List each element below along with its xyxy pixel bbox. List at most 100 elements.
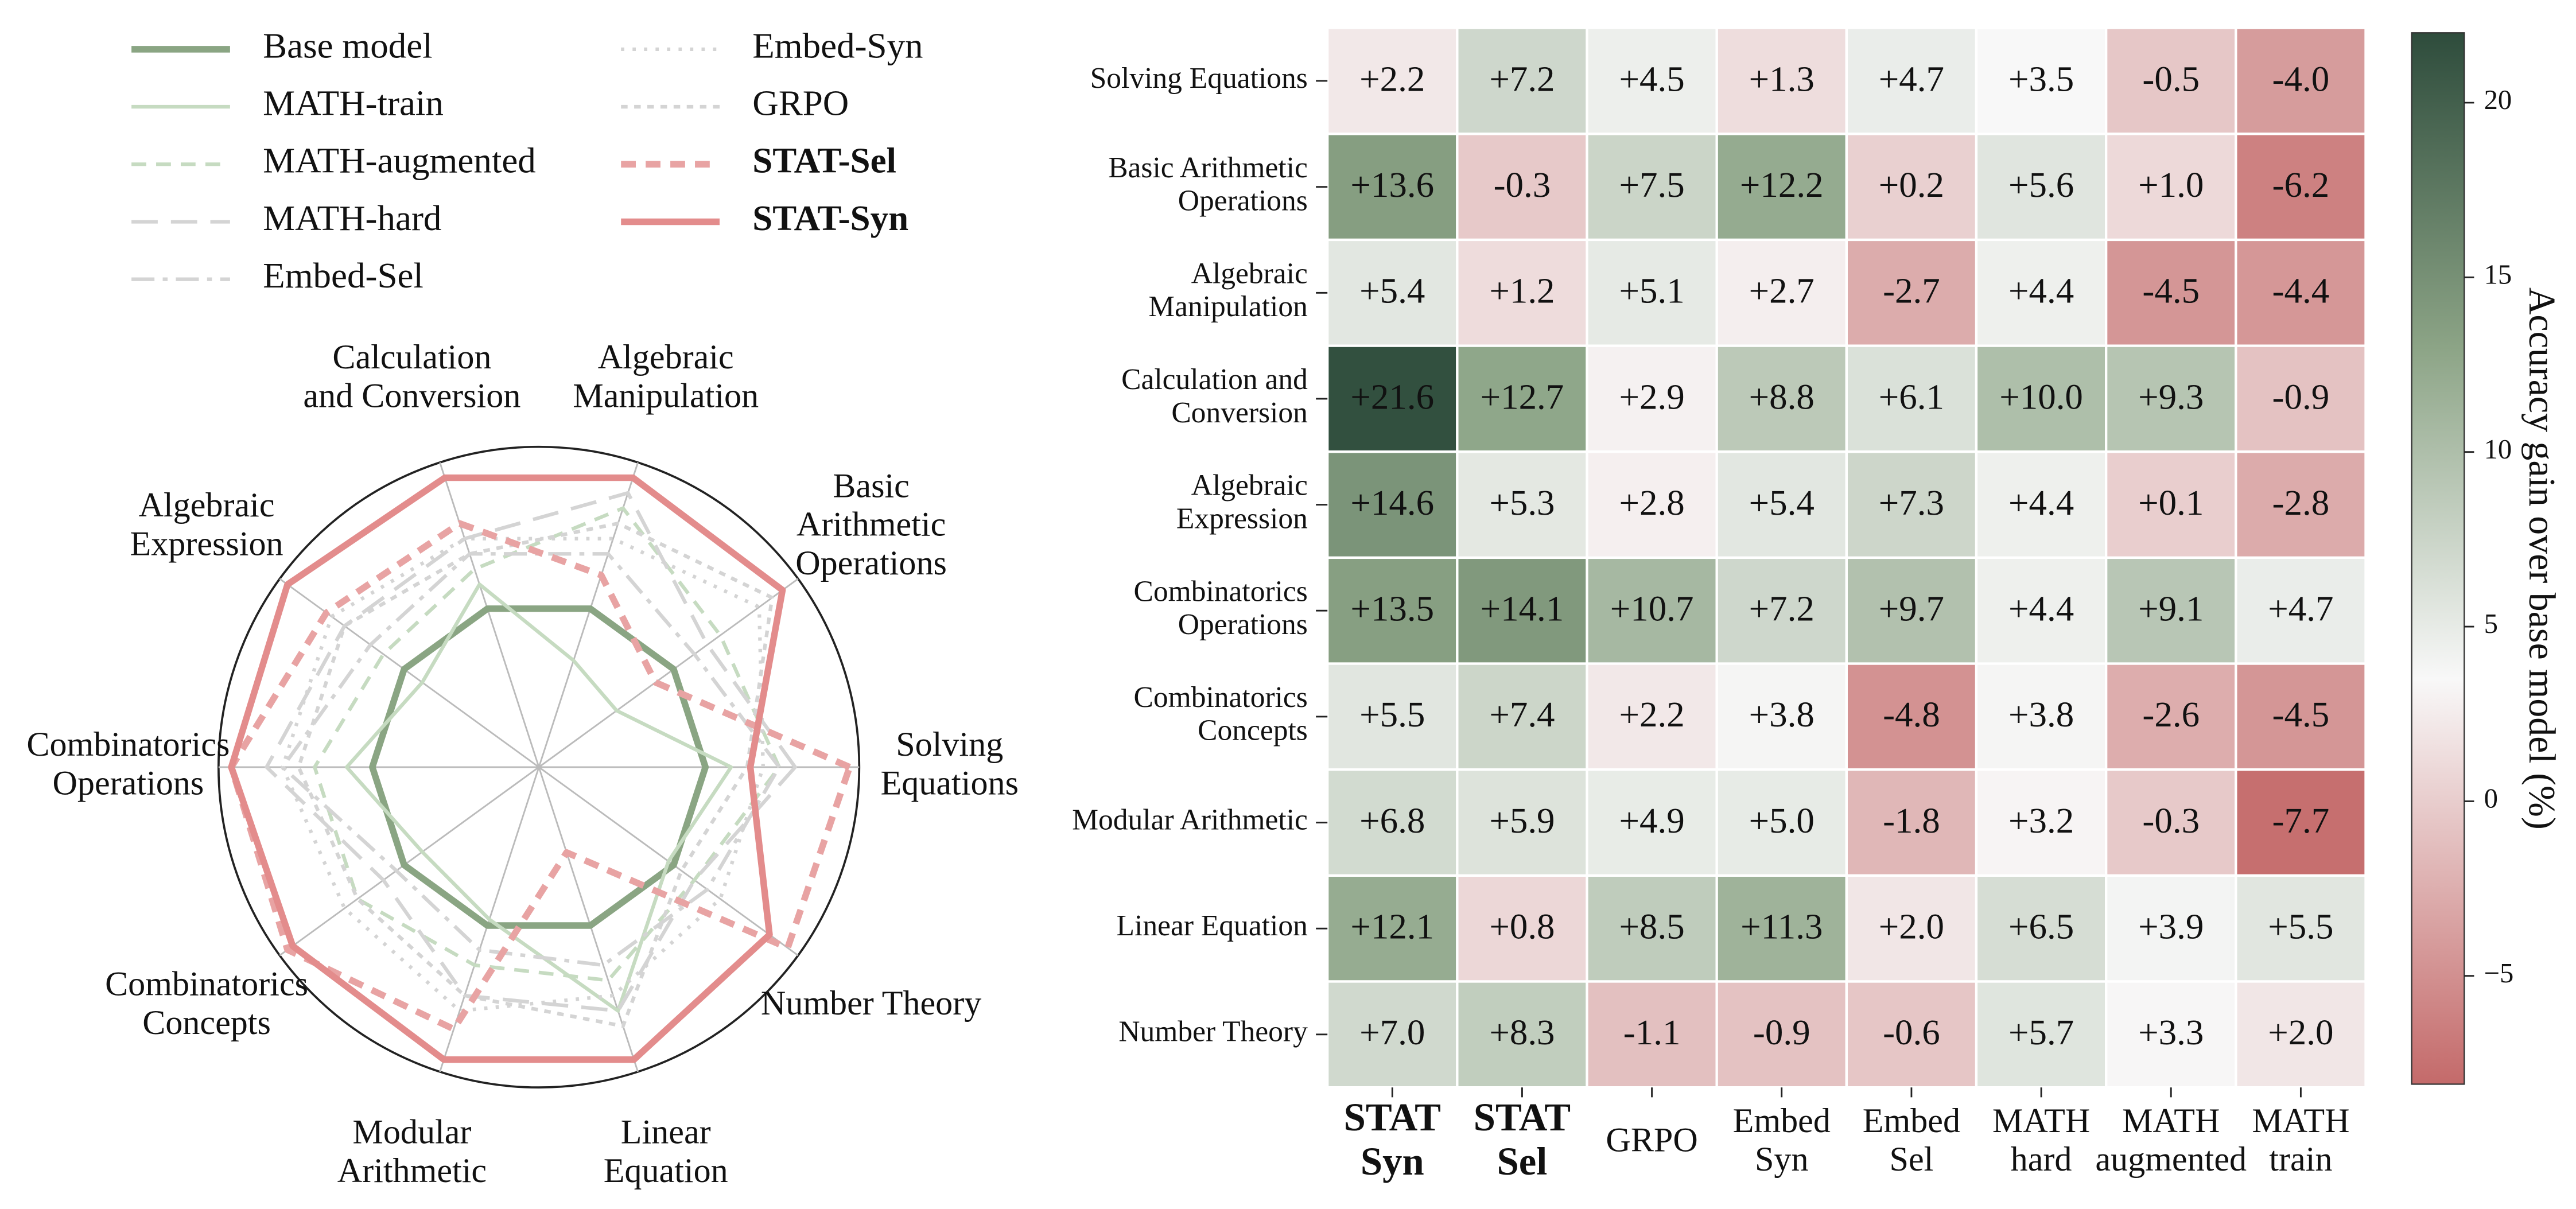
radar-spoke (538, 462, 639, 768)
cell-label: +11.3 (1740, 906, 1823, 946)
heatmap-cell (1586, 556, 1718, 665)
heatmap-cell (2105, 344, 2237, 453)
cell-label: -4.0 (2272, 59, 2330, 99)
axis-label: Combinatorics Concepts (105, 965, 308, 1041)
radar-spoke (538, 767, 639, 1072)
heatmap-cell (1975, 344, 2108, 453)
axis-label: Number Theory (761, 984, 982, 1023)
cell-label: +12.1 (1350, 906, 1434, 946)
cell-label: +5.9 (1489, 800, 1555, 841)
y-tick-label: Linear Equation (1117, 909, 1308, 942)
x-tick-label: MATH hard (1992, 1102, 2090, 1179)
cell-label: +5.5 (2268, 906, 2333, 946)
cell-label: +4.7 (1879, 59, 1944, 99)
heatmap-cell (1586, 238, 1718, 347)
cell-label: -1.1 (1623, 1012, 1681, 1052)
heatmap-cell (1586, 26, 1718, 135)
y-tick-label: Combinatorics Concepts (1134, 681, 1308, 747)
heatmap-cell (2235, 768, 2367, 877)
radar-spoke (439, 462, 540, 768)
cell-label: +3.5 (2008, 59, 2074, 99)
cell-label: +12.2 (1740, 165, 1824, 205)
cell-label: +14.1 (1481, 589, 1564, 629)
heatmap-cell (1715, 768, 1848, 877)
cell-label: +2.2 (1619, 694, 1684, 734)
radar-spoke (279, 578, 539, 768)
heatmap-cell (1845, 26, 1978, 135)
y-tick-label: Combinatorics Operations (1134, 575, 1308, 641)
cell-label: +1.3 (1749, 59, 1815, 99)
y-tick-label: Algebraic Manipulation (1148, 257, 1308, 323)
heatmap-cell (1845, 238, 1978, 347)
x-tick-label: GRPO (1606, 1121, 1697, 1159)
cell-label: +5.1 (1619, 271, 1684, 311)
radar-line (228, 520, 853, 1033)
cell-label: -0.9 (2272, 376, 2330, 417)
cell-label: +7.4 (1489, 694, 1555, 734)
cell-label: -1.8 (1883, 800, 1940, 841)
heatmap-cell (2105, 238, 2237, 347)
cell-label: -0.9 (1753, 1012, 1810, 1052)
cell-label: +7.2 (1749, 589, 1815, 629)
cell-label: +2.2 (1359, 59, 1425, 99)
y-tick-label: Solving Equations (1090, 62, 1308, 95)
cell-label: +5.0 (1749, 800, 1815, 841)
cell-label: +5.7 (2008, 1012, 2074, 1052)
radar-line (344, 582, 733, 1013)
cell-label: +5.4 (1749, 483, 1815, 523)
cell-label: +10.0 (1999, 376, 2083, 417)
cell-label: +6.5 (2008, 906, 2074, 946)
radar-spoke (279, 766, 539, 957)
heatmap-cell (2235, 556, 2367, 665)
cell-label: +2.8 (1619, 483, 1684, 523)
colorbar (2411, 32, 2465, 1085)
cell-label: +6.1 (1879, 376, 1944, 417)
y-tick-label: Basic Arithmetic Operations (1108, 151, 1308, 217)
x-tick-label: Embed Sel (1863, 1102, 1960, 1179)
heatmap-cell (1456, 662, 1588, 771)
cell-label: -0.3 (2142, 800, 2200, 841)
cell-label: -6.2 (2272, 165, 2330, 205)
heatmap-cell (2105, 768, 2237, 877)
cell-label: -2.7 (1883, 271, 1940, 311)
heatmap-cell (1845, 768, 1978, 877)
cell-label: +1.2 (1489, 271, 1555, 311)
radar-spoke (538, 578, 799, 768)
heatmap-cell (1715, 556, 1848, 665)
heatmap-cell (1975, 26, 2108, 135)
cell-label: -4.5 (2272, 694, 2330, 734)
axis-label: Solving Equations (881, 725, 1019, 802)
cell-label: +5.4 (1359, 271, 1425, 311)
axis-label: Modular Arithmetic (337, 1113, 487, 1189)
axis-label: Algebraic Manipulation (573, 338, 759, 415)
legend-label: GRPO (752, 83, 849, 123)
axis-label: Combinatorics Operations (26, 725, 230, 802)
cell-label: +1.0 (2138, 165, 2204, 205)
cell-label: +5.5 (1359, 694, 1425, 734)
cell-label: +2.7 (1749, 271, 1815, 311)
cell-label: -2.8 (2272, 483, 2330, 523)
heatmap-cell (1975, 980, 2108, 1089)
legend-label: Base model (263, 25, 433, 65)
cell-label: +13.6 (1350, 165, 1434, 205)
axis-label: Algebraic Expression (130, 486, 283, 563)
cell-label: +13.5 (1350, 589, 1434, 629)
x-tick-label: MATH augmented (2095, 1102, 2247, 1179)
heatmap-cell (2105, 556, 2237, 665)
radar-line (313, 506, 781, 982)
cell-label: +2.0 (2268, 1012, 2333, 1052)
cell-label: +8.3 (1489, 1012, 1555, 1052)
x-tick-label: Embed Syn (1733, 1102, 1831, 1179)
heatmap-cell (2235, 26, 2367, 135)
heatmap-cell (1845, 344, 1978, 453)
legend-label: STAT-Sel (752, 141, 896, 181)
legend-label: STAT-Syn (752, 198, 908, 238)
legend-label: MATH-augmented (263, 141, 536, 181)
cell-label: +3.8 (2008, 694, 2074, 734)
radar-line (297, 522, 774, 1028)
colorbar-tick-label: 15 (2484, 259, 2512, 290)
y-tick-label: Algebraic Expression (1176, 469, 1308, 535)
cell-label: +4.9 (1619, 800, 1684, 841)
colorbar-label: Accuracy gain over base model (%) (2521, 287, 2563, 830)
y-tick-label: Modular Arithmetic (1072, 803, 1308, 836)
